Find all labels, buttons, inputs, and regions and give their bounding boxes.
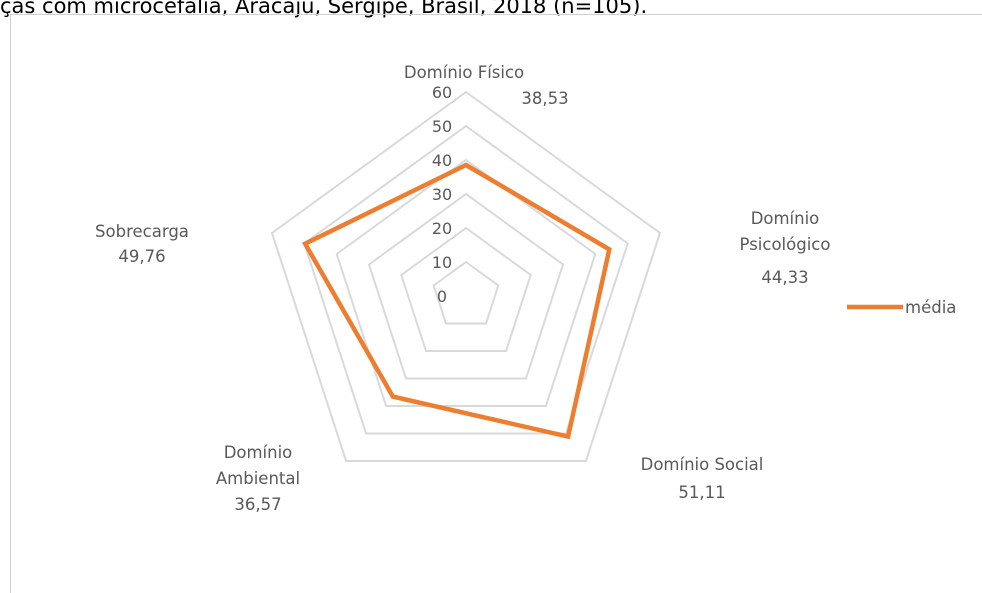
axis-label-0-line-0: Domínio Físico — [404, 63, 524, 82]
figure-caption: ças com microcefalia, Aracaju, Sergipe, … — [0, 0, 648, 18]
axis-label-4-line-0: Sobrecarga — [95, 222, 189, 241]
tick-label-40: 40 — [432, 151, 452, 170]
axis-value-label-1: 44,33 — [761, 268, 808, 287]
axis-value-label-4: 49,76 — [118, 247, 165, 266]
tick-label-10: 10 — [432, 253, 452, 272]
tick-label-30: 30 — [432, 185, 452, 204]
radar-tick-labels: 0 10 20 30 40 50 60 — [432, 83, 452, 306]
axis-value-label-3: 36,57 — [234, 495, 281, 514]
axis-label-2-line-0: Domínio Social — [641, 455, 764, 474]
legend: média — [847, 298, 956, 317]
legend-label-0: média — [905, 298, 956, 317]
radar-axis-labels: Domínio Físico 38,53 Domínio Psicológico 44,… — [95, 63, 830, 514]
grid-ring-10 — [432, 260, 500, 325]
grid-ring-60 — [270, 90, 662, 462]
axis-value-label-0: 38,53 — [521, 89, 568, 108]
radar-series — [301, 162, 612, 440]
axis-label-3-line-0: Domínio — [224, 443, 293, 462]
radar-grid — [270, 90, 662, 462]
chart-frame — [10, 14, 982, 593]
tick-label-60: 60 — [432, 83, 452, 102]
axis-label-3-line-1: Ambiental — [216, 469, 300, 488]
grid-ring-20 — [400, 226, 532, 352]
series-line-0 — [301, 162, 612, 440]
tick-label-0: 0 — [437, 287, 447, 306]
tick-label-50: 50 — [432, 117, 452, 136]
grid-ring-30 — [367, 192, 565, 380]
tick-label-20: 20 — [432, 219, 452, 238]
grid-ring-50 — [303, 124, 629, 435]
grid-ring-40 — [335, 158, 597, 407]
axis-label-1-line-1: Psicológico — [740, 235, 831, 254]
axis-label-1-line-0: Domínio — [751, 209, 820, 228]
axis-value-label-2: 51,11 — [678, 483, 725, 502]
